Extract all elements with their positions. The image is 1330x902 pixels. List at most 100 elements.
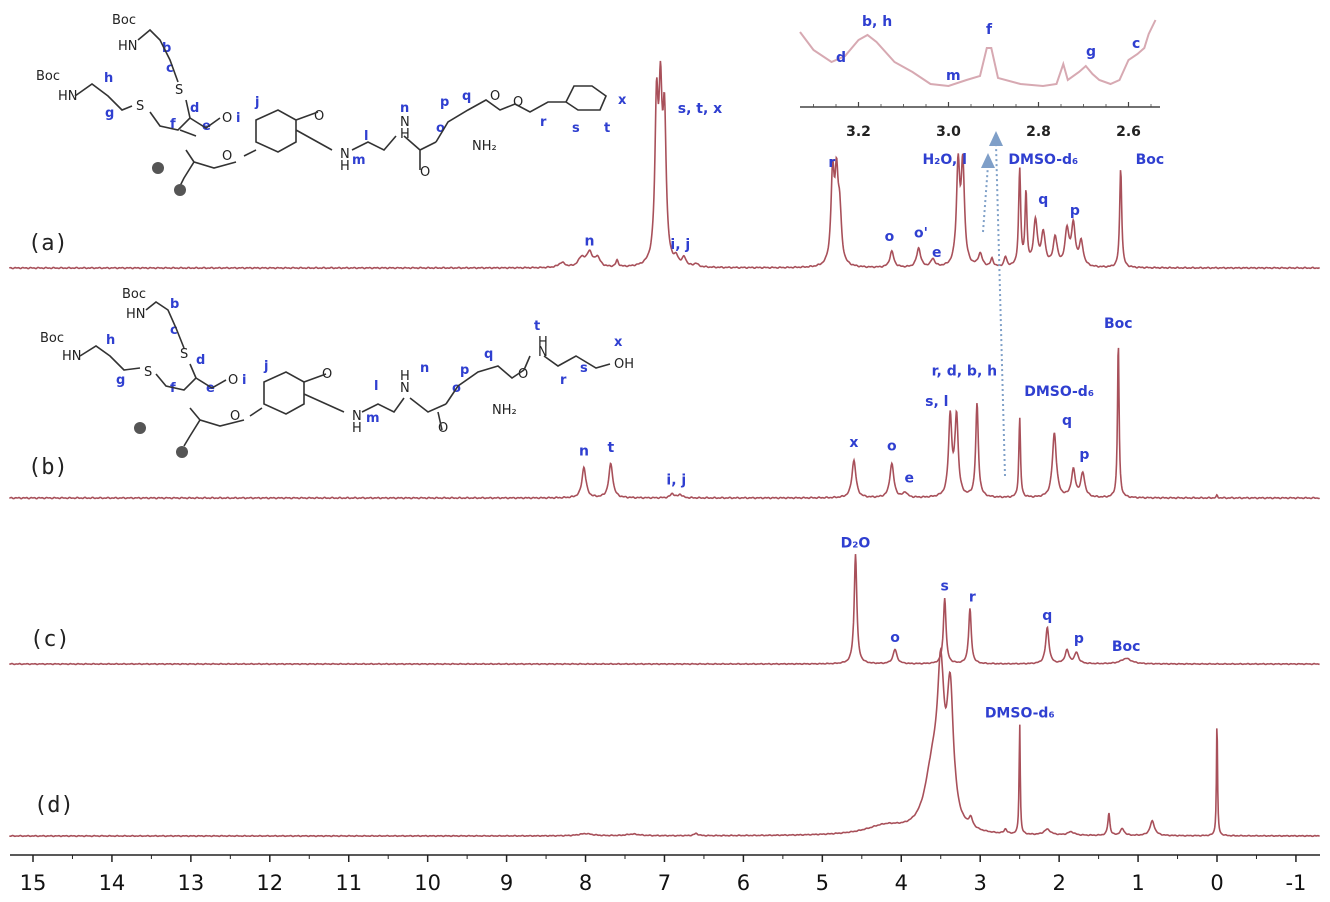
x-tick-label-12: 4 <box>895 871 908 895</box>
inset-label-g: g <box>1086 44 1096 60</box>
struct-a-letter-f: f <box>170 117 176 132</box>
peak-label-2-1: n <box>579 444 589 460</box>
peak-label-3-4: r <box>969 589 976 605</box>
struct-a-atom-hn-1: HN <box>118 39 138 54</box>
inset-label-b-h: b, h <box>862 14 892 30</box>
peak-label-1-1: n <box>585 234 595 250</box>
struct-a-letter-l: l <box>364 129 368 144</box>
peak-label-1-10: q <box>1038 192 1048 208</box>
inset-spectrum: 3.2 3.0 2.8 2.6 d b, h m f g c <box>799 14 1160 140</box>
x-tick-label-16: 0 <box>1210 871 1223 895</box>
struct-a-letter-o: o <box>436 121 445 136</box>
inset-tick-label-3: 2.8 <box>1026 124 1051 140</box>
struct-b-atom-n-3: N <box>538 345 548 360</box>
peak-label-3-7: Boc <box>1112 639 1141 655</box>
guide-arrowhead-a <box>981 153 995 168</box>
struct-b-letter-n: n <box>420 361 429 376</box>
inset-ticks: 3.2 3.0 2.8 2.6 <box>813 102 1152 140</box>
x-tick-label-6: 10 <box>414 871 441 895</box>
spectrum-trace-2 <box>9 347 1321 500</box>
peak-label-1-11: p <box>1070 203 1080 219</box>
struct-a-letter-q: q <box>462 89 471 104</box>
peak-label-2-6: e <box>904 471 914 487</box>
inset-label-c: c <box>1132 36 1140 52</box>
inset-tick-label-2: 3.0 <box>936 124 961 140</box>
x-tick-label-3: 13 <box>177 871 204 895</box>
struct-a-atom-s-1: S <box>175 83 183 98</box>
struct-b-letter-m: m <box>366 411 380 426</box>
x-tick-label-1: 15 <box>20 871 47 895</box>
peak-label-1-3: i, j <box>670 237 690 253</box>
peak-label-3-3: s <box>941 578 949 594</box>
struct-b-letter-i: i <box>242 373 246 388</box>
peak-label-1-12: Boc <box>1136 152 1165 168</box>
struct-a-atom-h-1: H <box>340 159 350 174</box>
struct-a-bead-2 <box>174 184 186 196</box>
struct-a-atom-s-2: S <box>136 99 144 114</box>
peak-label-3-2: o <box>890 630 900 646</box>
peak-label-2-9: DMSO-d₆ <box>1024 384 1094 400</box>
struct-a-atom-o-3: O <box>314 109 324 124</box>
struct-b-letter-x: x <box>614 335 623 350</box>
struct-a-letter-b: b <box>162 41 171 56</box>
inset-tick-label-1: 3.2 <box>846 124 871 140</box>
x-tick-label-13: 3 <box>974 871 987 895</box>
struct-b-atom-n-1: N <box>352 409 362 424</box>
peak-label-2-8: r, d, b, h <box>932 364 997 380</box>
x-tick-label-7: 9 <box>500 871 513 895</box>
struct-a-atom-h-2: H <box>400 127 410 142</box>
inset-label-f: f <box>986 22 993 38</box>
struct-b-atom-o-1: O <box>228 373 238 388</box>
struct-a-letter-p: p <box>440 95 449 110</box>
peak-label-1-7: e <box>932 245 942 261</box>
struct-a-letter-g: g <box>105 106 114 121</box>
struct-b-bead-1 <box>134 422 146 434</box>
x-tick-label-14: 2 <box>1052 871 1065 895</box>
struct-a-atom-hn-2: HN <box>58 89 78 104</box>
struct-b-letter-g: g <box>116 373 125 388</box>
peak-label-1-8: H₂O, l <box>922 152 966 168</box>
peak-label-2-3: i, j <box>666 472 686 488</box>
struct-b-atom-o-5: O <box>518 367 528 382</box>
struct-a-letter-x: x <box>618 93 627 108</box>
struct-b-atom-h-1: H <box>352 421 362 436</box>
inset-trace <box>799 19 1157 88</box>
struct-a-letter-e: e <box>202 119 211 134</box>
struct-b-letter-h: h <box>106 333 115 348</box>
struct-a-letter-h: h <box>104 71 113 86</box>
struct-b-bead-2 <box>176 446 188 458</box>
x-axis: 15 14 13 12 11 10 9 8 7 6 5 4 3 2 1 0 -1 <box>10 854 1320 895</box>
peak-label-3-5: q <box>1042 608 1052 624</box>
struct-b-letter-e: e <box>206 381 215 396</box>
guide-arrows <box>981 131 1006 477</box>
spectra-layer <box>9 60 1321 838</box>
peak-label-2-10: q <box>1062 413 1072 429</box>
struct-b-atom-h-3: H <box>538 335 548 350</box>
inset-tick-label-4: 2.6 <box>1116 124 1141 140</box>
peak-label-4-1: DMSO-d₆ <box>985 705 1055 721</box>
x-tick-label-4: 12 <box>256 871 283 895</box>
struct-a-atom-o-1: O <box>222 111 232 126</box>
struct-b-letter-c: c <box>170 323 178 338</box>
x-tick-label-11: 5 <box>816 871 829 895</box>
peak-label-1-5: o <box>885 229 895 245</box>
spectrum-trace-1 <box>9 60 1321 270</box>
peak-label-2-5: o <box>887 438 897 454</box>
panel-label-1: (a) <box>28 231 68 256</box>
struct-a-atom-o-5: O <box>490 89 500 104</box>
struct-a-letter-r: r <box>540 115 547 130</box>
struct-b-atom-o-3: O <box>322 367 332 382</box>
struct-b-bonds <box>79 301 611 447</box>
panel-label-4: (d) <box>34 793 74 818</box>
struct-a-bonds <box>74 28 607 187</box>
struct-b-letter-l: l <box>374 379 378 394</box>
struct-b-letter-t: t <box>534 319 540 334</box>
x-tick-label-9: 7 <box>658 871 671 895</box>
struct-b-atom-s-1: S <box>180 347 188 362</box>
struct-b-letter-d: d <box>196 353 205 368</box>
struct-b-atom-h-2: H <box>400 369 410 384</box>
struct-a-bead-1 <box>152 162 164 174</box>
struct-b-atom-nh2: NH₂ <box>492 403 517 418</box>
struct-a-atom-o-4: O <box>420 165 430 180</box>
